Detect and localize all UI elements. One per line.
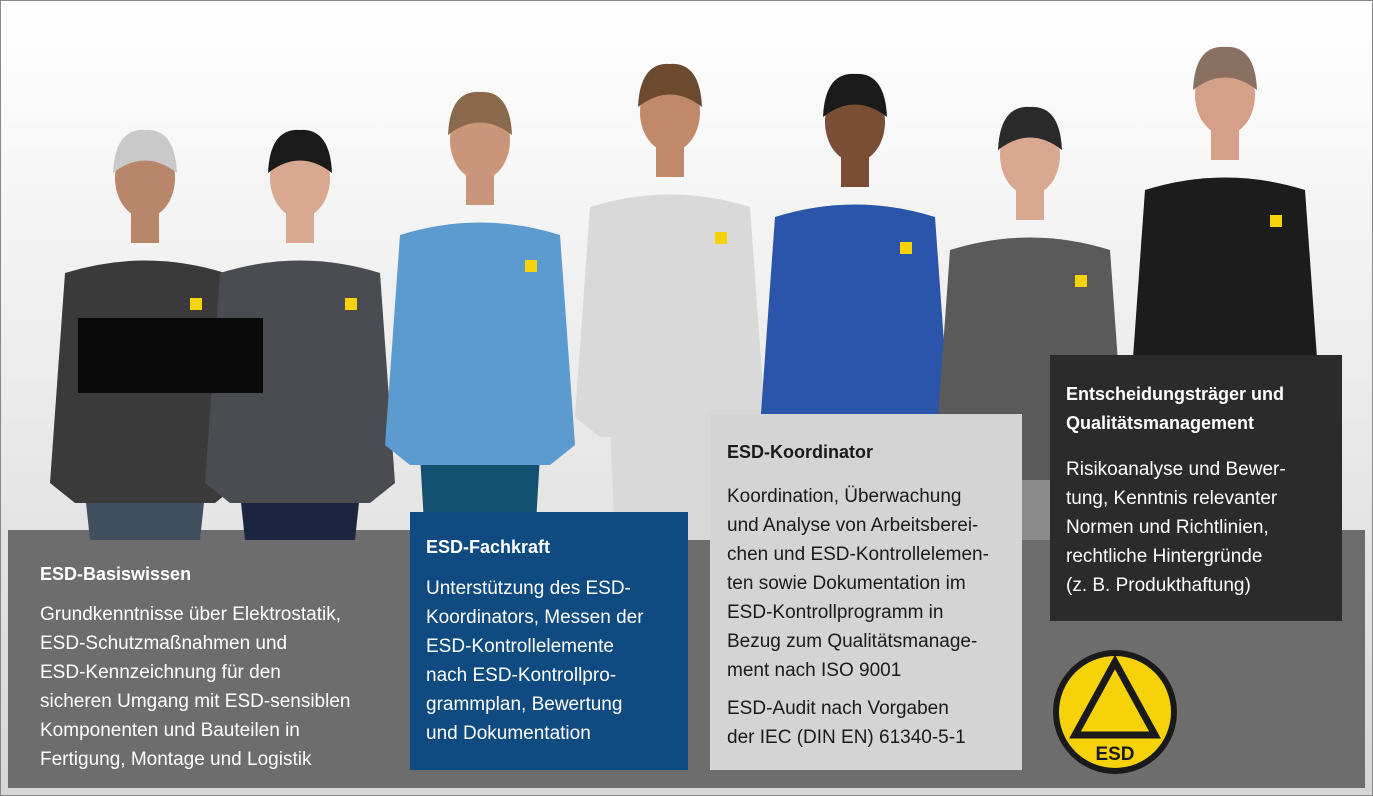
box-line: (z. B. Produkthaftung)	[1066, 575, 1251, 596]
box-line: Grundkenntnisse über Elektrostatik,	[40, 604, 341, 625]
box-line: Unterstützung des ESD-	[426, 578, 631, 599]
box-line: ESD-Audit nach Vorgaben	[727, 698, 949, 719]
box-line: Fertigung, Montage und Logistik	[40, 749, 312, 770]
box-line: ten sowie Dokumentation im	[727, 573, 966, 594]
box-line: ESD-Kennzeichnung für den	[40, 662, 281, 683]
esd-badge	[715, 232, 727, 244]
box-title: ESD-Koordinator	[727, 442, 873, 462]
esd-badge	[190, 298, 202, 310]
esd-badge	[900, 242, 912, 254]
box-line: chen und ESD-Kontrollelemen-	[727, 544, 989, 565]
esd-badge	[525, 260, 537, 272]
box-title: ESD-Fachkraft	[426, 537, 550, 557]
esd-badge	[1270, 215, 1282, 227]
logo-text: ESD	[1095, 744, 1134, 765]
box-line: Bezug zum Qualitätsmanage-	[727, 631, 977, 652]
person-torso	[760, 205, 950, 448]
box-line: ESD-Schutzmaßnahmen und	[40, 633, 287, 654]
box-line: und Dokumentation	[426, 723, 591, 744]
box-line: Risikoanalyse und Bewer-	[1066, 459, 1286, 480]
box-line: der IEC (DIN EN) 61340-5-1	[727, 727, 966, 748]
box-line: sicheren Umgang mit ESD-sensiblen	[40, 691, 350, 712]
box-line: Koordinators, Messen der	[426, 607, 644, 628]
box-line: rechtliche Hintergründe	[1066, 546, 1262, 567]
box-title: Entscheidungsträger und	[1066, 384, 1284, 404]
box-line: grammplan, Bewertung	[426, 694, 622, 715]
box-line: Koordination, Überwachung	[727, 486, 962, 507]
person-torso	[385, 223, 575, 466]
box-line: und Analyse von Arbeitsberei-	[727, 515, 978, 536]
box-prop	[78, 318, 263, 393]
esd-logo: ESD	[1053, 650, 1177, 774]
box-line: ment nach ISO 9001	[727, 660, 901, 681]
box-line: Komponenten und Bauteilen in	[40, 720, 300, 741]
box-line: ESD-Kontrollelemente	[426, 636, 614, 657]
esd-badge	[1075, 275, 1087, 287]
box-line: tung, Kenntnis relevanter	[1066, 488, 1278, 509]
box-line: nach ESD-Kontrollpro-	[426, 665, 616, 686]
person-torso	[575, 195, 765, 438]
infographic: ESD ESD-Basiswissen Grundkenntnisse über …	[0, 0, 1373, 796]
box-title: ESD-Basiswissen	[40, 564, 191, 584]
box-title: Qualitätsmanagement	[1066, 413, 1254, 433]
esd-badge	[345, 298, 357, 310]
box-line: Normen und Richtlinien,	[1066, 517, 1269, 538]
box-line: ESD-Kontrollprogramm in	[727, 602, 943, 623]
